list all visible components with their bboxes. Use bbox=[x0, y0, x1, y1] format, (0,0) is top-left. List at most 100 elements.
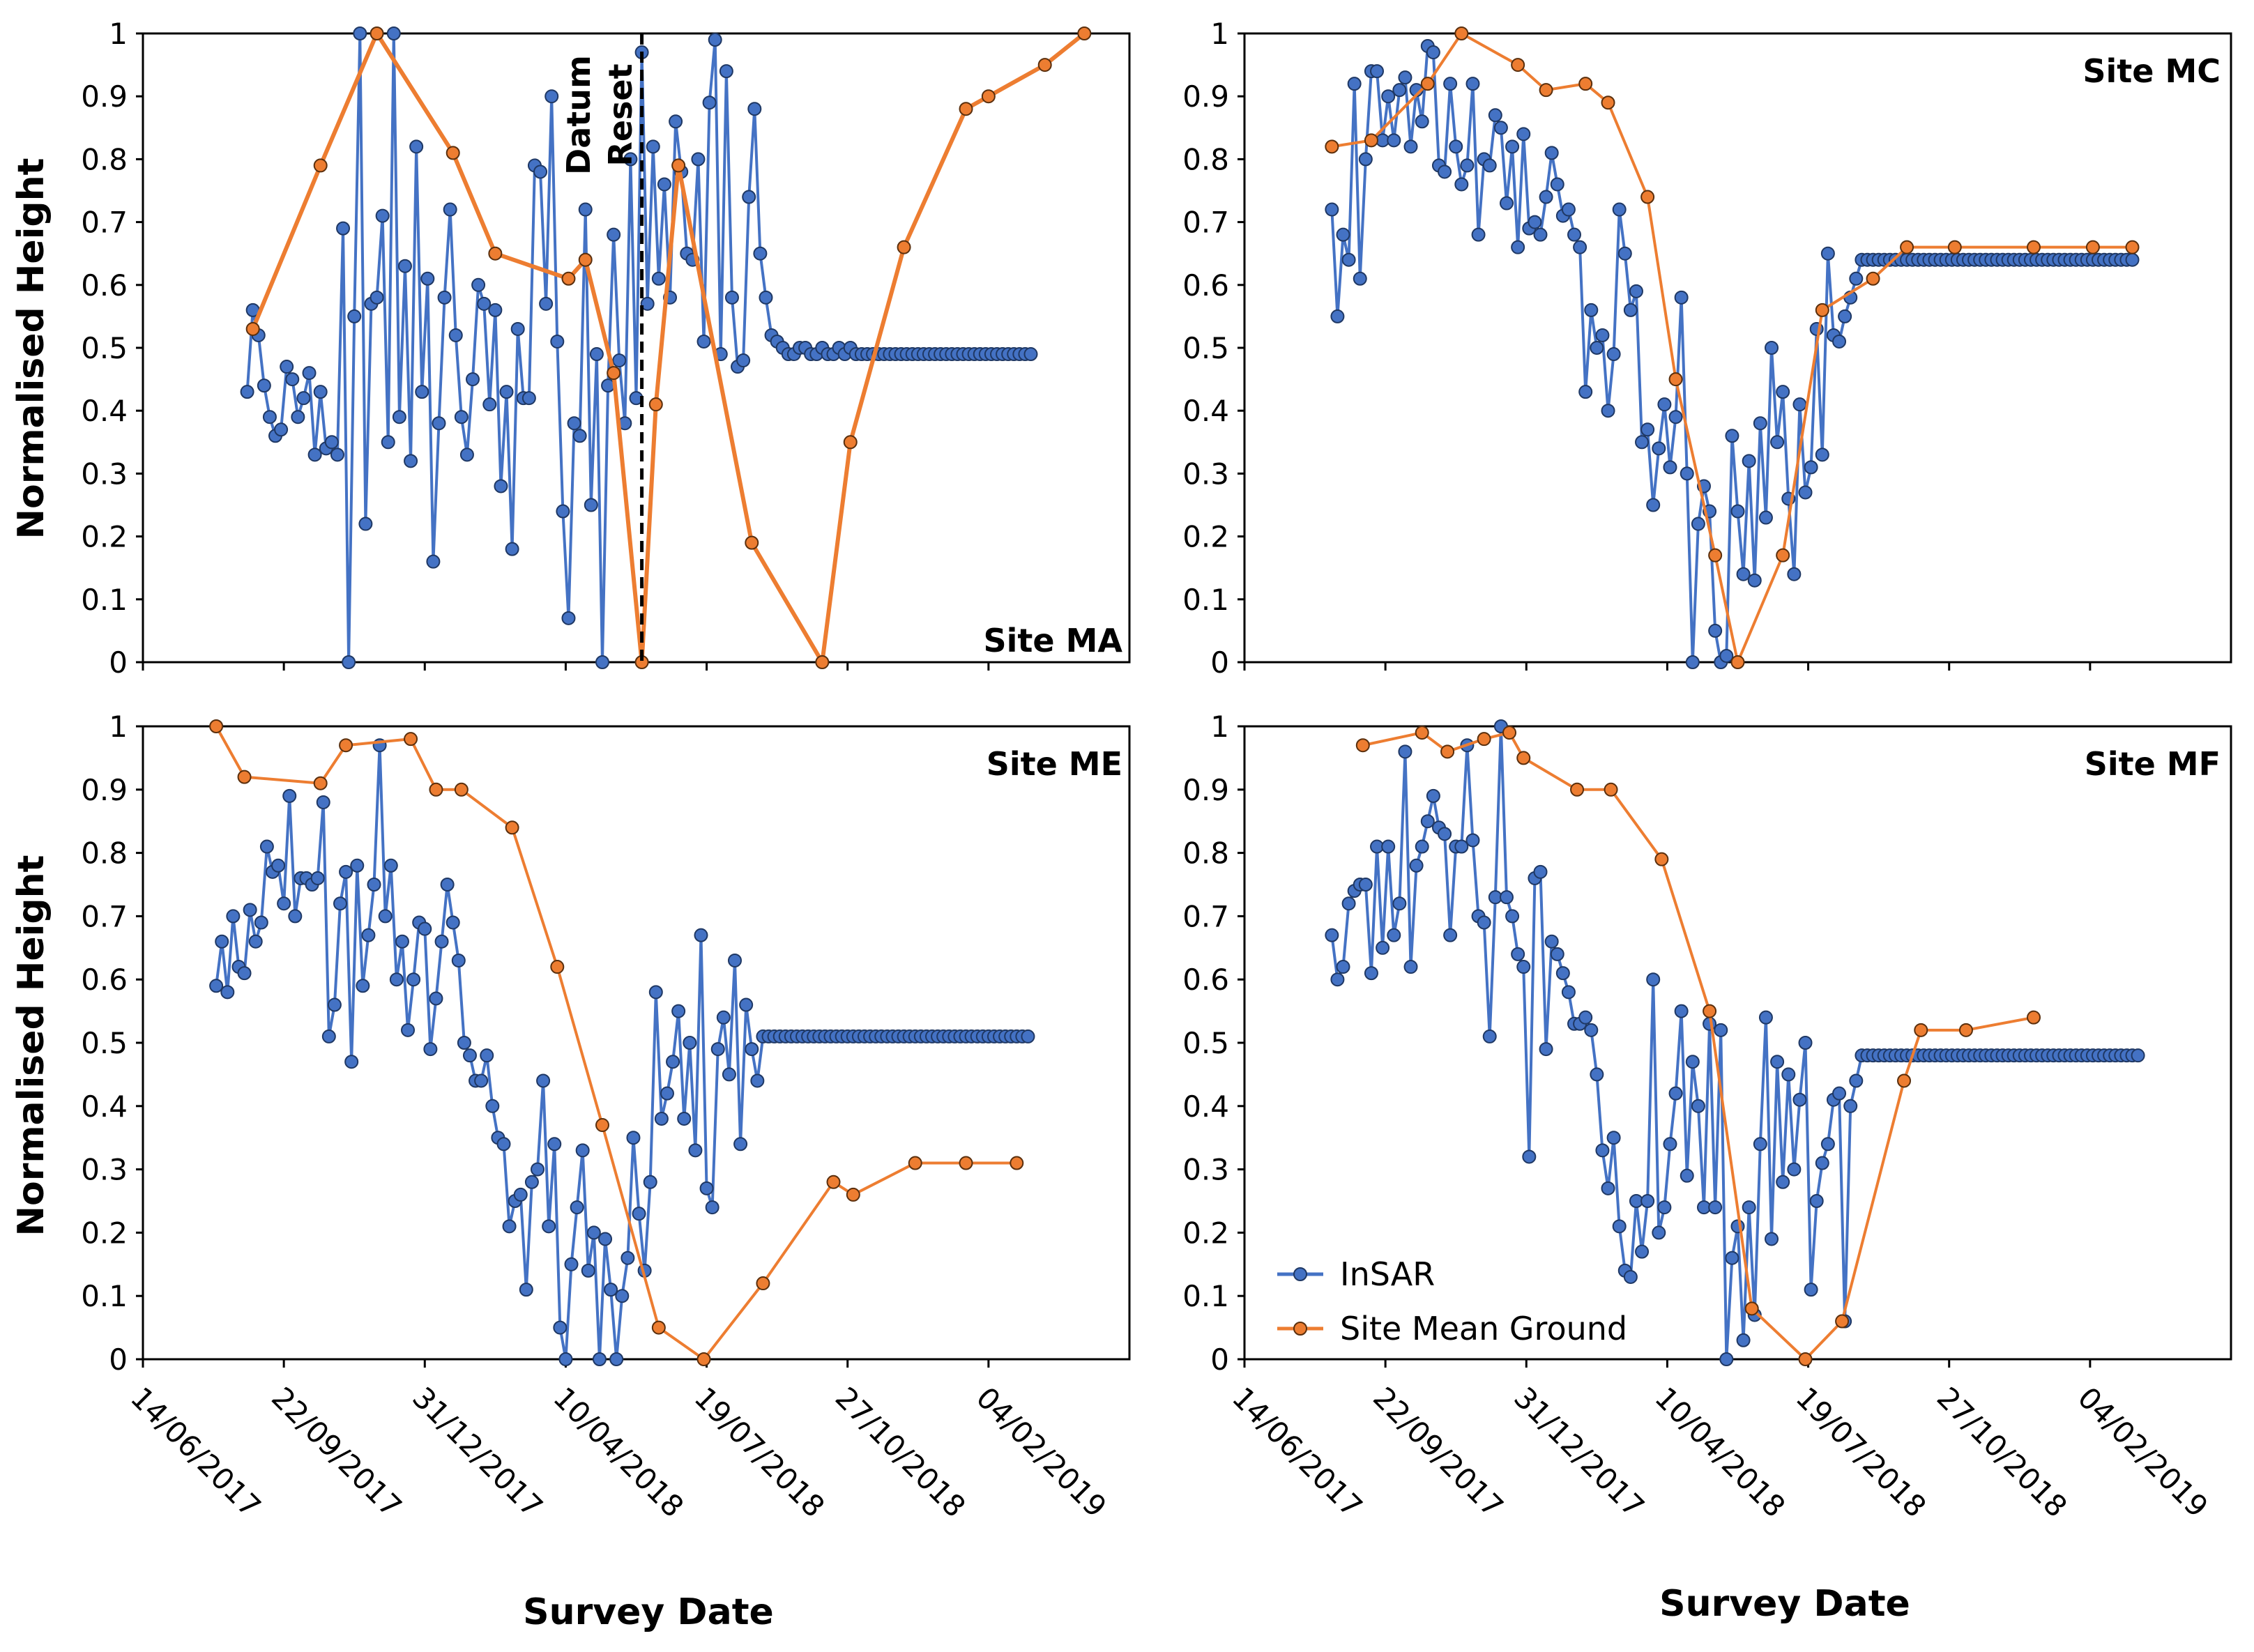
insar-point bbox=[1460, 158, 1475, 173]
insar-point bbox=[545, 89, 559, 104]
x-tick-label: 14/06/2017 bbox=[1226, 1380, 1369, 1524]
insar-point bbox=[1578, 385, 1593, 399]
insar-point bbox=[1482, 1029, 1497, 1043]
insar-point bbox=[477, 296, 492, 311]
insar-point bbox=[471, 277, 486, 292]
insar-point bbox=[669, 114, 683, 129]
insar-point bbox=[1635, 1244, 1650, 1259]
insar-point bbox=[651, 271, 666, 286]
ground-point bbox=[959, 102, 973, 116]
insar-point bbox=[1736, 567, 1751, 581]
ground-point bbox=[313, 158, 328, 173]
insar-point bbox=[648, 985, 663, 1000]
insar-point bbox=[705, 1200, 719, 1215]
ground-point bbox=[1730, 655, 1745, 669]
insar-point bbox=[699, 1181, 714, 1195]
insar-point bbox=[1522, 1149, 1537, 1164]
ground-point bbox=[1947, 240, 1962, 254]
insar-point bbox=[1623, 1269, 1638, 1284]
insar-point bbox=[1680, 1168, 1694, 1183]
insar-point bbox=[1392, 896, 1407, 911]
insar-point bbox=[482, 397, 497, 412]
insar-point bbox=[440, 878, 455, 892]
insar-point bbox=[302, 366, 317, 381]
ground-point bbox=[578, 252, 593, 267]
insar-point bbox=[1798, 485, 1813, 500]
insar-point bbox=[1364, 966, 1378, 981]
insar-point bbox=[1544, 934, 1559, 949]
insar-point bbox=[344, 1055, 359, 1069]
insar-point bbox=[1685, 655, 1700, 669]
insar-point bbox=[1770, 435, 1785, 450]
ground-point bbox=[237, 770, 252, 784]
insar-point bbox=[1691, 1099, 1705, 1113]
insar-point bbox=[716, 1010, 731, 1025]
y-tick-label: 0.1 bbox=[1182, 1279, 1229, 1313]
insar-point bbox=[615, 1289, 630, 1303]
insar-point bbox=[1685, 1055, 1700, 1069]
insar-point bbox=[324, 435, 339, 450]
y-tick-label: 0.1 bbox=[81, 583, 128, 617]
insar-point bbox=[1550, 947, 1564, 961]
insar-point bbox=[592, 1352, 607, 1366]
insar-point bbox=[1753, 416, 1767, 431]
insar-point bbox=[739, 997, 754, 1012]
insar-point bbox=[1719, 1352, 1734, 1366]
ground-point bbox=[1502, 726, 1517, 740]
ground-point bbox=[339, 738, 353, 753]
y-tick-label: 0.8 bbox=[1182, 836, 1229, 871]
ground-point bbox=[1798, 1352, 1813, 1366]
insar-point bbox=[1528, 215, 1542, 229]
y-tick-label: 0.3 bbox=[1182, 457, 1229, 491]
insar-point bbox=[612, 353, 627, 368]
insar-point bbox=[2125, 252, 2140, 267]
ground-point bbox=[897, 240, 911, 254]
legend: InSAR Site Mean Ground bbox=[1277, 1255, 1627, 1347]
insar-point bbox=[423, 1042, 438, 1057]
insar-point bbox=[742, 190, 756, 204]
insar-point bbox=[1714, 1023, 1728, 1037]
insar-point bbox=[1601, 1181, 1615, 1195]
ground-point bbox=[1325, 139, 1339, 154]
datum-reset-label-line1: Datum bbox=[560, 55, 597, 175]
x-tick-label: 22/09/2017 bbox=[265, 1380, 409, 1524]
ground-point bbox=[1420, 77, 1435, 91]
insar-point bbox=[1387, 928, 1401, 942]
insar-point bbox=[350, 858, 365, 873]
insar-point bbox=[1392, 83, 1407, 98]
insar-point bbox=[494, 479, 508, 494]
y-tick-label: 0.8 bbox=[81, 142, 128, 176]
insar-point bbox=[347, 309, 362, 323]
insar-point bbox=[657, 177, 671, 192]
insar-point bbox=[694, 928, 708, 942]
insar-point bbox=[722, 1067, 736, 1082]
insar-point bbox=[736, 353, 751, 368]
insar-point bbox=[1849, 271, 1864, 286]
insar-point bbox=[1449, 139, 1463, 154]
ground-point bbox=[607, 366, 621, 381]
insar-point bbox=[719, 64, 733, 79]
x-tick-label: 19/07/2018 bbox=[688, 1380, 832, 1524]
insar-point bbox=[1612, 1219, 1627, 1234]
y-tick-label: 0.4 bbox=[81, 1089, 128, 1124]
insar-point bbox=[1341, 252, 1356, 267]
insar-point bbox=[277, 896, 291, 911]
insar-point bbox=[666, 1055, 680, 1069]
insar-point bbox=[1719, 648, 1734, 663]
insar-point bbox=[567, 416, 581, 431]
insar-point bbox=[1471, 227, 1486, 242]
ground-point bbox=[648, 397, 663, 412]
insar-point bbox=[1657, 397, 1672, 412]
insar-point bbox=[462, 1048, 477, 1063]
insar-point bbox=[708, 33, 722, 47]
x-tick-label: 31/12/2017 bbox=[1507, 1380, 1651, 1524]
insar-point bbox=[1578, 1010, 1593, 1025]
insar-point bbox=[542, 1219, 556, 1234]
y-tick-label: 0.5 bbox=[81, 331, 128, 365]
y-tick-label: 0.2 bbox=[81, 520, 128, 554]
panel-site-ma: 0 0.1 0.2 0.3 0.4 0.5 0.6 0.7 0.8 0.9 1 Site MA bbox=[81, 17, 1131, 680]
ground-point bbox=[1601, 95, 1615, 110]
insar-point bbox=[321, 1029, 336, 1043]
insar-point bbox=[1753, 1137, 1767, 1152]
insar-point bbox=[459, 448, 474, 462]
